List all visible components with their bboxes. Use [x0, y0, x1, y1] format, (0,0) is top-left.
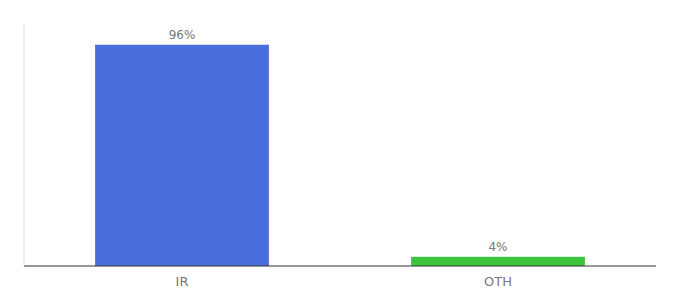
x-tick-label: OTH: [484, 274, 512, 289]
bars: [95, 45, 585, 266]
data-label: 4%: [488, 240, 507, 254]
plot-area: IR OTH 96% 4%: [24, 24, 656, 289]
x-axis-line: [24, 266, 656, 267]
chart-container: IR OTH 96% 4%: [0, 0, 680, 300]
x-tick-label: IR: [176, 274, 189, 289]
bar: [95, 45, 269, 266]
bar: [411, 257, 585, 266]
data-label: 96%: [169, 28, 196, 42]
chart-svg: IR OTH 96% 4%: [0, 0, 680, 300]
y-axis-line: [24, 24, 25, 266]
